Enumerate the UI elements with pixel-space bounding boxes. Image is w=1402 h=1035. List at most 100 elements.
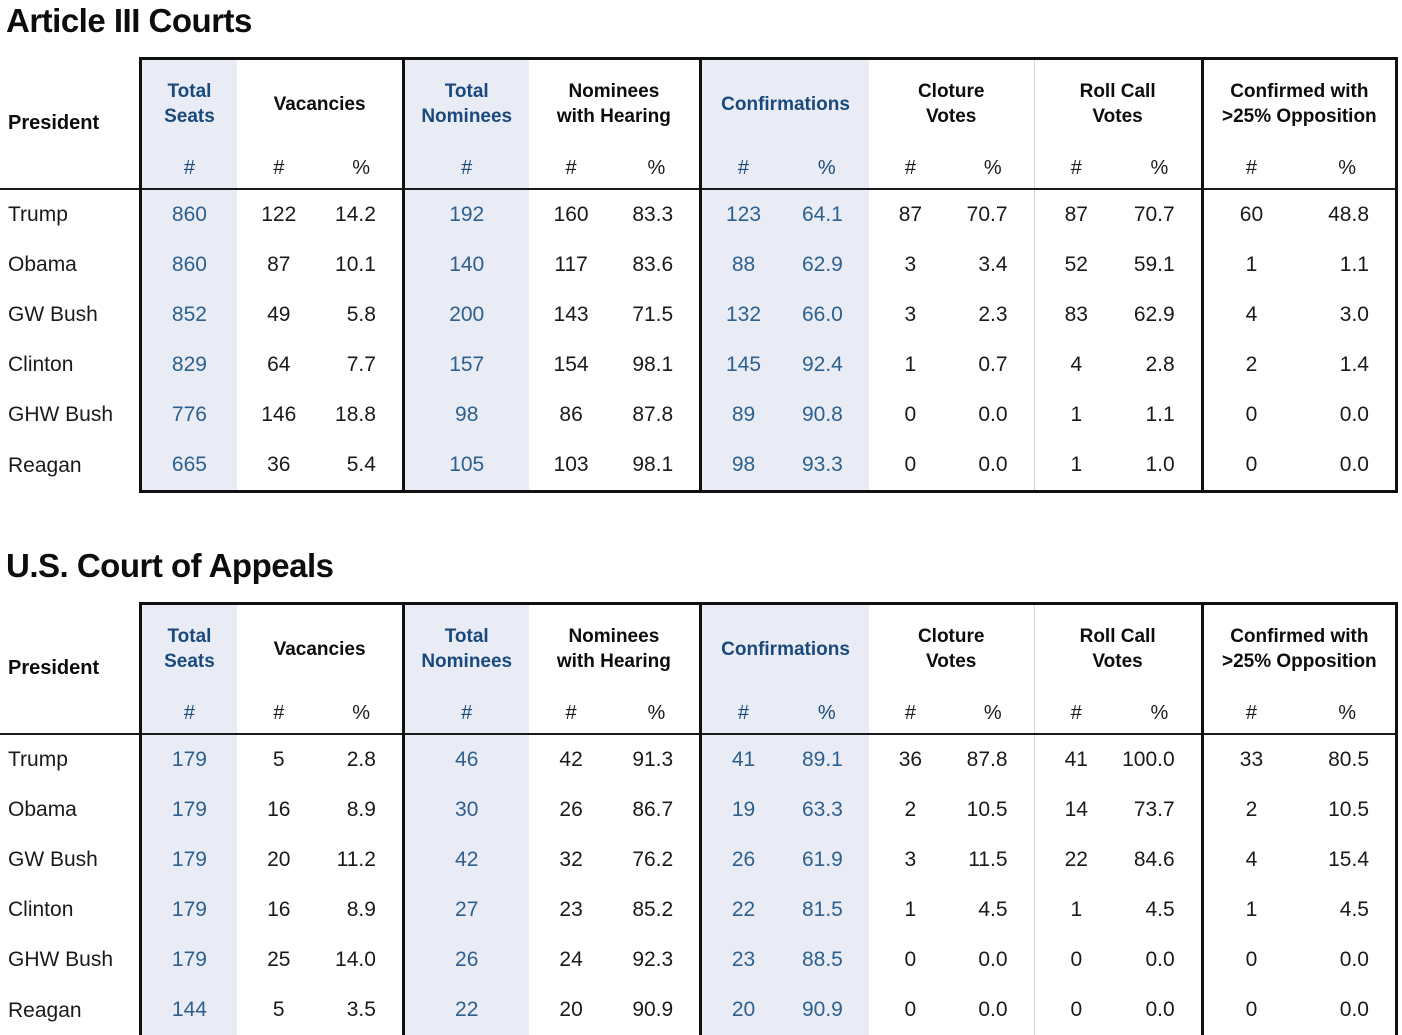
data-cell: 0 — [904, 402, 917, 426]
data-cell: 1 — [1200, 884, 1300, 935]
data-cell: 0.0 — [1299, 439, 1399, 493]
subheader-percent: % — [1118, 694, 1203, 735]
president-cell: Clinton — [8, 352, 74, 376]
data-cell: 19 — [699, 784, 785, 835]
data-cell: 49 — [267, 302, 291, 326]
group-header-vacancies: Vacancies — [237, 601, 404, 695]
data-cell: 160 — [553, 202, 589, 226]
data-cell: 5.4 — [320, 439, 404, 493]
subheader-count: # — [1200, 694, 1300, 735]
subheader-count: # — [868, 694, 952, 735]
data-cell: 0.0 — [978, 947, 1008, 971]
data-cell: 70.7 — [966, 202, 1008, 226]
data-cell: 0 — [1200, 439, 1300, 493]
data-cell: 179 — [138, 934, 238, 985]
subheader-count: # — [868, 149, 952, 190]
data-cell: 2.8 — [1145, 352, 1175, 376]
data-cell: 42 — [401, 834, 529, 885]
subheader-count: # — [401, 694, 529, 735]
data-cell: 852 — [138, 289, 238, 340]
data-cell: 46 — [401, 733, 529, 785]
data-cell: 829 — [138, 339, 238, 390]
article-iii-courts-title: Article III Courts — [6, 2, 252, 39]
data-cell: 10.5 — [966, 797, 1008, 821]
data-cell: 24 — [559, 947, 583, 971]
data-cell: 20 — [699, 984, 785, 1035]
data-cell: 15.4 — [1299, 834, 1399, 885]
group-header-confirmed-with-25-opposition: Confirmed with >25% Opposition — [1200, 56, 1399, 150]
data-cell: 42 — [559, 747, 583, 771]
data-cell: 665 — [138, 439, 238, 493]
data-cell: 84.6 — [1133, 847, 1175, 871]
data-cell: 1 — [904, 352, 917, 376]
us-court-of-appeals-title: U.S. Court of Appeals — [6, 546, 334, 584]
data-cell: 117 — [554, 252, 588, 276]
group-header-total-seats: Total Seats — [138, 601, 238, 695]
president-cell: Trump — [8, 747, 68, 771]
data-cell: 0 — [1200, 934, 1300, 985]
data-cell: 71.5 — [632, 302, 674, 326]
data-cell: 122 — [261, 202, 297, 226]
president-cell: Obama — [8, 252, 77, 276]
subheader-percent: % — [951, 149, 1035, 190]
data-cell: 16 — [267, 797, 291, 821]
subheader-percent: % — [784, 694, 869, 735]
data-cell: 83.3 — [632, 202, 674, 226]
data-cell: 66.0 — [784, 289, 869, 340]
data-cell: 90.8 — [784, 389, 869, 440]
data-cell: 0.0 — [1299, 389, 1399, 440]
subheader-count: # — [237, 149, 321, 190]
data-cell: 93.3 — [784, 439, 869, 493]
data-cell: 0 — [1033, 934, 1119, 985]
data-cell: 83.6 — [632, 252, 674, 276]
data-cell: 5.8 — [346, 302, 376, 326]
data-cell: 92.3 — [632, 947, 674, 971]
data-cell: 0.7 — [978, 352, 1008, 376]
data-cell: 3 — [904, 847, 917, 871]
data-cell: 2 — [1200, 784, 1300, 835]
data-cell: 89.1 — [784, 733, 869, 785]
data-cell: 200 — [401, 289, 529, 340]
data-cell: 4.5 — [1299, 884, 1399, 935]
table-row-obama: Obama 179 16 8.9 30 26 86.7 19 63.3 2 10.5 14 73.7 2 1… — [0, 784, 1399, 835]
data-cell: 0 — [1200, 984, 1300, 1035]
data-cell: 1 — [1200, 239, 1300, 290]
data-cell: 87 — [267, 252, 291, 276]
data-cell: 8.9 — [346, 797, 376, 821]
data-cell: 32 — [559, 847, 583, 871]
data-cell: 1.1 — [1145, 402, 1175, 426]
data-cell: 98.1 — [632, 352, 674, 376]
data-cell: 2 — [1200, 339, 1300, 390]
group-header-roll-call-votes: Roll Call Votes — [1033, 56, 1203, 150]
data-cell: 2.3 — [978, 302, 1008, 326]
data-cell: 73.7 — [1133, 797, 1175, 821]
data-cell: 87 — [1033, 188, 1119, 240]
data-cell: 22 — [699, 884, 785, 935]
data-cell: 860 — [138, 239, 238, 290]
data-cell: 179 — [138, 884, 238, 935]
data-cell: 27 — [401, 884, 529, 935]
data-cell: 3 — [904, 252, 917, 276]
subheader-percent: % — [320, 149, 404, 190]
president-cell: Reagan — [8, 998, 82, 1022]
table-row-reagan: Reagan 665 36 5.4 105 103 98.1 98 93.3 0 0.0 1 1.0 0 0… — [0, 439, 1399, 493]
data-cell: 0.0 — [978, 402, 1008, 426]
table-row-obama: Obama 860 87 10.1 140 117 83.6 88 62.9 3 3.4 52 59.1… — [0, 239, 1399, 290]
subheader-percent: % — [1118, 149, 1203, 190]
subheader-count: # — [699, 149, 785, 190]
president-cell: Obama — [8, 797, 77, 821]
data-cell: 4 — [1033, 339, 1119, 390]
data-cell: 179 — [138, 834, 238, 885]
subheader-count: # — [138, 149, 238, 190]
data-cell: 123 — [699, 188, 785, 240]
president-cell: Trump — [8, 202, 68, 226]
data-cell: 0.0 — [1299, 934, 1399, 985]
data-cell: 1.0 — [1118, 439, 1203, 493]
data-cell: 23 — [559, 897, 583, 921]
president-cell: GW Bush — [8, 302, 98, 326]
president-column-header: President — [0, 58, 141, 190]
data-cell: 88 — [699, 239, 785, 290]
data-cell: 63.3 — [784, 784, 869, 835]
data-cell: 2 — [904, 797, 917, 821]
group-header-vacancies: Vacancies — [237, 56, 404, 150]
